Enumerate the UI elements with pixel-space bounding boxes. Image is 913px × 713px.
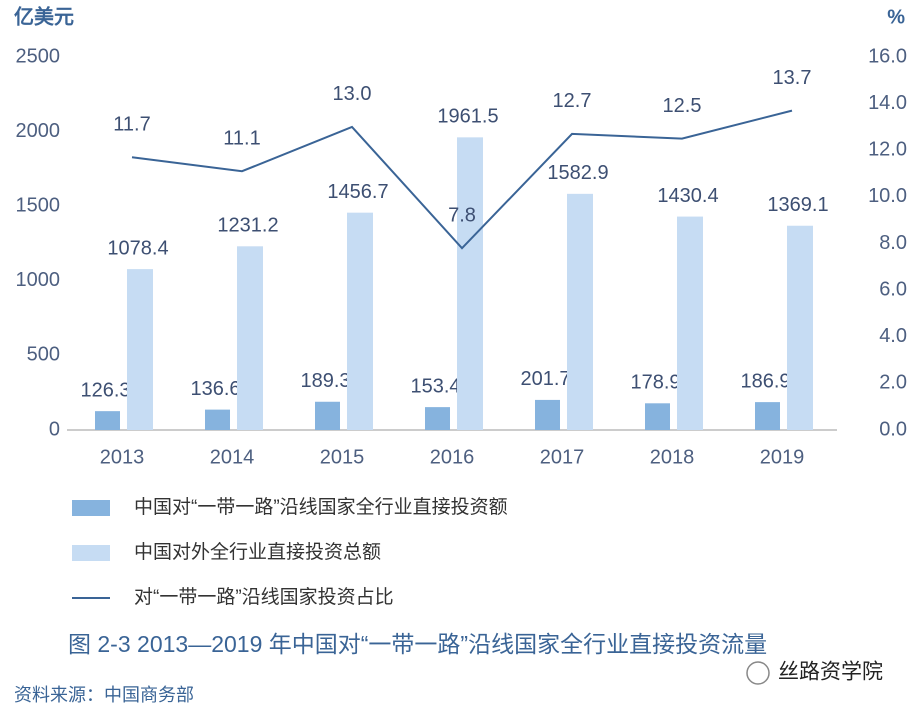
line xyxy=(131,109,793,250)
value-label: 126.3 xyxy=(80,379,130,401)
y-tick-label: 2000 xyxy=(16,120,61,142)
value-label: 1231.2 xyxy=(217,215,278,237)
x-tick-label: 2019 xyxy=(760,446,805,468)
y-tick-label: 1500 xyxy=(16,194,61,216)
watermark-icon xyxy=(746,661,770,685)
value-label: 1961.5 xyxy=(437,106,498,128)
value-label: 178.9 xyxy=(630,372,680,394)
y2-tick-label: 16.0 xyxy=(868,45,907,67)
bar xyxy=(755,402,780,430)
y2-tick-label: 14.0 xyxy=(868,92,907,114)
value-label: 7.8 xyxy=(448,204,476,226)
y-tick-label: 0 xyxy=(49,418,60,440)
value-label: 186.9 xyxy=(740,370,790,392)
x-tick-label: 2013 xyxy=(100,446,145,468)
x-tick-label: 2018 xyxy=(650,446,695,468)
value-label: 1582.9 xyxy=(547,162,608,184)
watermark: 丝路资学院 xyxy=(778,661,883,684)
chart-title: 图 2-3 2013—2019 年中国对“一带一路”沿线国家全行业直接投资流量 xyxy=(68,631,767,657)
y-tick-label: 1000 xyxy=(16,269,61,291)
value-label: 11.7 xyxy=(113,114,150,136)
value-label: 136.6 xyxy=(190,378,240,400)
value-label: 1369.1 xyxy=(767,194,828,216)
bar xyxy=(347,212,373,430)
legend-label: 对“一带一路”沿线国家投资占比 xyxy=(134,586,394,608)
value-label: 1456.7 xyxy=(327,181,388,203)
bar xyxy=(457,137,483,431)
source: 资料来源：中国商务部 xyxy=(14,685,194,705)
y2-tick-label: 6.0 xyxy=(879,278,907,300)
bar xyxy=(567,193,593,430)
value-label: 12.7 xyxy=(553,90,592,112)
x-tick-label: 2014 xyxy=(210,446,255,468)
bar xyxy=(677,216,703,430)
y2-tick-label: 8.0 xyxy=(879,232,907,254)
legend-swatch xyxy=(72,545,110,561)
value-label: 153.4 xyxy=(410,375,460,397)
y2-tick-label: 2.0 xyxy=(879,372,907,394)
y2-tick-label: 0.0 xyxy=(879,418,907,440)
value-label: 12.5 xyxy=(663,95,702,117)
value-label: 1430.4 xyxy=(657,185,718,207)
bar xyxy=(205,409,230,430)
y2-tick-label: 10.0 xyxy=(868,185,907,207)
bar xyxy=(127,269,153,430)
y-tick-label: 500 xyxy=(27,344,60,366)
bar xyxy=(95,411,120,430)
x-tick-label: 2015 xyxy=(320,446,365,468)
y-tick-label: 2500 xyxy=(16,45,61,67)
value-label: 201.7 xyxy=(520,368,570,390)
value-label: 13.7 xyxy=(773,67,812,89)
legend-label: 中国对“一带一路”沿线国家全行业直接投资额 xyxy=(134,496,508,518)
legend-swatch xyxy=(72,500,110,516)
y2-tick-label: 4.0 xyxy=(879,325,907,347)
value-label: 11.1 xyxy=(223,128,260,150)
bar xyxy=(535,399,560,430)
value-label: 13.0 xyxy=(333,83,372,105)
y2-axis-label: % xyxy=(887,6,905,28)
x-tick-label: 2017 xyxy=(540,446,585,468)
bar xyxy=(425,407,450,430)
legend-label: 中国对外全行业直接投资总额 xyxy=(134,541,381,563)
bar xyxy=(315,401,340,430)
y2-tick-label: 12.0 xyxy=(868,139,907,161)
bar xyxy=(787,225,813,430)
bar xyxy=(237,246,263,430)
y-axis-label: 亿美元 xyxy=(14,4,74,28)
value-label: 1078.4 xyxy=(107,237,168,259)
x-tick-label: 2016 xyxy=(430,446,475,468)
value-label: 189.3 xyxy=(300,370,350,392)
bar xyxy=(645,403,670,430)
